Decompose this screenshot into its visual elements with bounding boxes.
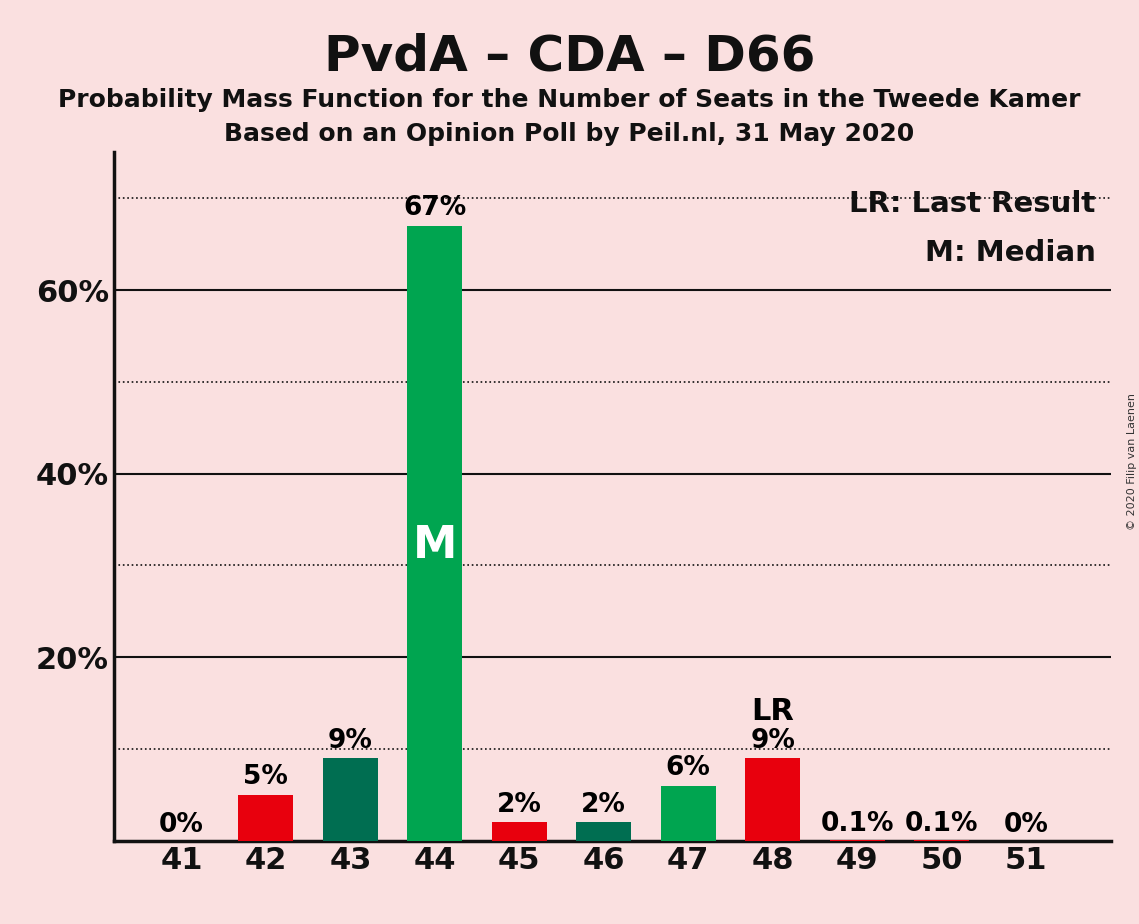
Text: Probability Mass Function for the Number of Seats in the Tweede Kamer: Probability Mass Function for the Number…	[58, 88, 1081, 112]
Text: 0.1%: 0.1%	[904, 811, 978, 837]
Bar	[492, 822, 547, 841]
Text: PvdA – CDA – D66: PvdA – CDA – D66	[323, 32, 816, 80]
Bar	[745, 759, 800, 841]
Text: 0.1%: 0.1%	[820, 811, 894, 837]
Bar	[661, 785, 715, 841]
Text: M: M	[412, 524, 457, 567]
Bar	[323, 759, 378, 841]
Text: 67%: 67%	[403, 195, 467, 222]
Text: 9%: 9%	[751, 727, 795, 754]
Text: Based on an Opinion Poll by Peil.nl, 31 May 2020: Based on an Opinion Poll by Peil.nl, 31 …	[224, 122, 915, 146]
Text: 5%: 5%	[244, 764, 288, 790]
Text: 0%: 0%	[159, 812, 204, 838]
Text: LR: Last Result: LR: Last Result	[850, 190, 1096, 218]
Text: 9%: 9%	[328, 727, 372, 754]
Text: 2%: 2%	[581, 792, 626, 818]
Text: 6%: 6%	[666, 755, 711, 781]
Text: 2%: 2%	[497, 792, 542, 818]
Text: © 2020 Filip van Laenen: © 2020 Filip van Laenen	[1126, 394, 1137, 530]
Bar	[408, 225, 462, 841]
Text: M: Median: M: Median	[925, 238, 1096, 266]
Bar	[238, 795, 294, 841]
Text: LR: LR	[752, 697, 794, 726]
Text: 0%: 0%	[1003, 812, 1049, 838]
Bar	[576, 822, 631, 841]
